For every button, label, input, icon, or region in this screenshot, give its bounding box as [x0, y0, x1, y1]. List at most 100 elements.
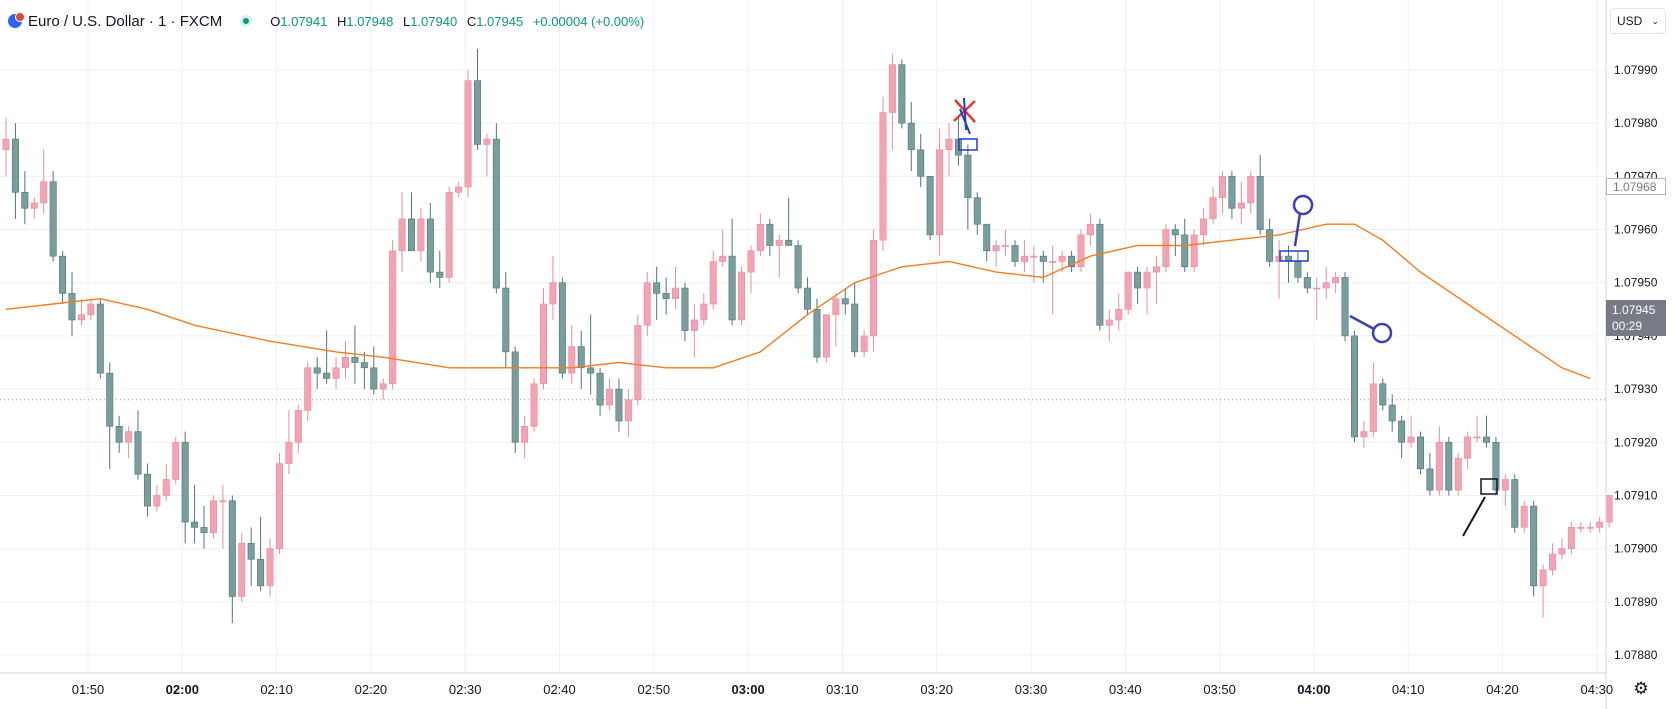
ohlc-values: O1.07941 H1.07948 L1.07940 C1.07945 +0.0… — [270, 14, 644, 29]
candle-body — [464, 80, 472, 188]
time-axis[interactable]: 01:50 02:00 02:10 02:20 02:30 02:40 02:50 03:00… — [72, 682, 1613, 697]
candle — [870, 229, 878, 352]
candle-body — [738, 271, 746, 321]
candle — [1209, 187, 1217, 225]
close-label: C — [466, 13, 477, 29]
candle-body — [436, 271, 444, 278]
candle — [558, 277, 566, 379]
candle — [172, 436, 180, 485]
candle-body — [1143, 271, 1151, 289]
candle — [1332, 272, 1340, 294]
price-tick-label: 1.07930 — [1614, 382, 1658, 396]
candle-body — [587, 367, 595, 374]
time-tick-label: 03:40 — [1109, 682, 1142, 697]
bar-countdown: 00:29 — [1612, 319, 1643, 333]
candle — [11, 123, 19, 219]
symbol-title[interactable]: Euro / U.S. Dollar · 1 · FXCM — [28, 12, 223, 30]
candle-body — [1096, 223, 1104, 326]
candle — [511, 346, 519, 453]
candle-body — [898, 64, 906, 124]
circle-marker-drawing[interactable] — [1279, 194, 1314, 262]
candle-body — [1152, 266, 1160, 273]
candle-body — [238, 543, 246, 597]
candle-body — [756, 223, 764, 252]
candle-body — [379, 383, 387, 390]
candle — [153, 484, 161, 512]
candle-body — [417, 218, 425, 252]
currency-select[interactable]: USD ⌄ — [1610, 8, 1666, 34]
candle-body — [1134, 271, 1142, 289]
gear-icon[interactable]: ⚙ — [1633, 679, 1649, 698]
candle — [417, 208, 425, 262]
candle-body — [341, 356, 349, 369]
candle-body — [1322, 282, 1330, 289]
candle — [936, 128, 944, 257]
candle-body — [728, 255, 736, 321]
candle — [1068, 250, 1076, 273]
candle-body — [662, 293, 670, 299]
price-tick-label: 1.07960 — [1614, 223, 1658, 237]
candle-body — [709, 261, 717, 305]
candle — [700, 293, 708, 326]
candle-body — [907, 122, 915, 151]
reference-price-tag: 1.07968 — [1606, 178, 1666, 195]
candle — [709, 250, 717, 310]
candle — [992, 240, 1000, 267]
candle-body — [766, 223, 774, 246]
candle-body — [813, 309, 821, 358]
candle — [1096, 218, 1104, 331]
candle-body — [1020, 255, 1028, 262]
candle — [1388, 394, 1396, 432]
last-price-tag: 1.07945 00:29 — [1606, 300, 1666, 336]
candle-body — [1473, 436, 1481, 439]
candle-body — [822, 314, 830, 358]
candle-body — [606, 388, 614, 406]
candle-body — [1124, 271, 1132, 310]
candle-body — [96, 303, 104, 374]
candle-body — [257, 558, 265, 587]
candle-body — [511, 351, 519, 443]
candle-body — [360, 362, 368, 369]
price-tick-label: 1.07910 — [1614, 488, 1658, 502]
candle-body — [577, 346, 585, 369]
candle-body — [200, 527, 208, 533]
candle-body — [407, 218, 415, 252]
circle-marker-drawing[interactable] — [1349, 314, 1393, 344]
candle-body — [21, 192, 29, 209]
candle — [370, 346, 378, 395]
candle — [1379, 378, 1387, 411]
candle-body — [936, 149, 944, 236]
candle — [68, 272, 76, 336]
candle — [483, 133, 491, 177]
candle — [257, 516, 265, 592]
price-tick-label: 1.07920 — [1614, 435, 1658, 449]
time-tick-label: 04:20 — [1486, 682, 1519, 697]
line-marker-drawing[interactable] — [1462, 478, 1498, 537]
candle — [191, 484, 199, 544]
price-tick-label: 1.07980 — [1614, 116, 1658, 130]
candle — [634, 314, 642, 406]
candle-body — [775, 239, 783, 246]
candle-body — [455, 186, 463, 193]
candle — [898, 59, 906, 129]
candle — [1445, 436, 1453, 496]
x-marker-drawing[interactable] — [953, 97, 978, 151]
candle — [1247, 171, 1255, 214]
price-axis[interactable]: 1.079901.079801.079701.079601.079501.079… — [1614, 63, 1658, 662]
candle-body — [351, 356, 359, 363]
candle — [1464, 431, 1472, 469]
candle-body — [1341, 277, 1349, 337]
candle — [21, 171, 29, 225]
symbol-legend: Euro / U.S. Dollar · 1 · FXCM O1.07941 H… — [8, 10, 644, 32]
time-tick-label: 02:30 — [449, 682, 482, 697]
candle-body — [690, 319, 698, 331]
candle — [1501, 474, 1509, 507]
market-status-icon[interactable] — [240, 15, 253, 27]
candle — [436, 250, 444, 289]
candle-body — [1417, 436, 1425, 470]
candle — [596, 367, 604, 416]
candle — [407, 192, 415, 252]
candle-body — [672, 287, 680, 299]
candle-body — [1435, 441, 1443, 491]
